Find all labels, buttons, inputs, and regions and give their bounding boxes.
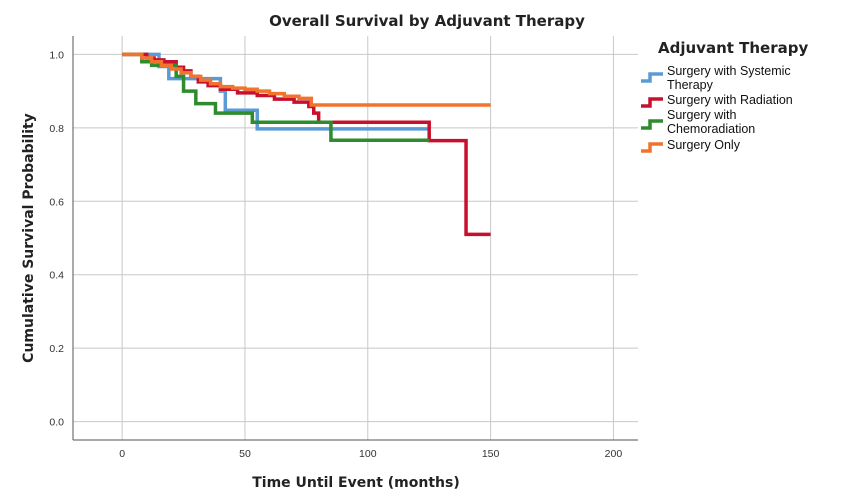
axes (72, 36, 638, 441)
x-tick-label: 150 (482, 448, 500, 460)
legend-swatch (641, 72, 663, 83)
legend-entry-label: Surgery with Radiation (667, 93, 793, 107)
series-layer (122, 52, 491, 237)
legend-entry-label: Surgery Only (667, 138, 741, 152)
y-tick-label: 0.0 (49, 417, 64, 429)
y-tick-label: 0.8 (49, 123, 64, 135)
legend: Adjuvant Therapy Surgery with SystemicTh… (641, 39, 808, 153)
y-axis-label: Cumulative Survival Probability (21, 113, 37, 363)
x-tick-label: 0 (119, 448, 125, 460)
plot-area: 0 50 100 150 200 0.0 0.2 0.4 0.6 0.8 1.0 (49, 36, 638, 460)
y-tick-label: 0.4 (49, 270, 64, 282)
legend-swatch (641, 142, 663, 153)
x-axis-label: Time Until Event (months) (252, 475, 459, 491)
legend-entry-label: Surgery with (667, 108, 737, 122)
chart-title: Overall Survival by Adjuvant Therapy (269, 12, 585, 30)
y-tick-label: 0.2 (49, 343, 64, 355)
legend-entry-label: Chemoradiation (667, 122, 755, 136)
legend-entry-label: Surgery with Systemic (667, 64, 791, 78)
legend-title: Adjuvant Therapy (658, 39, 808, 57)
y-tick-label: 0.6 (49, 196, 64, 208)
y-tick-label: 1.0 (49, 49, 64, 61)
x-tick-label: 100 (359, 448, 377, 460)
legend-swatch (641, 119, 663, 130)
grid (73, 36, 638, 440)
tick-labels: 0 50 100 150 200 0.0 0.2 0.4 0.6 0.8 1.0 (49, 49, 622, 460)
x-tick-label: 50 (239, 448, 251, 460)
series-line-surgery-with-radiation (122, 52, 491, 237)
x-tick-label: 200 (605, 448, 623, 460)
series-line-surgery-only (122, 52, 491, 107)
legend-swatch (641, 97, 663, 108)
legend-entry-label: Therapy (667, 78, 714, 92)
